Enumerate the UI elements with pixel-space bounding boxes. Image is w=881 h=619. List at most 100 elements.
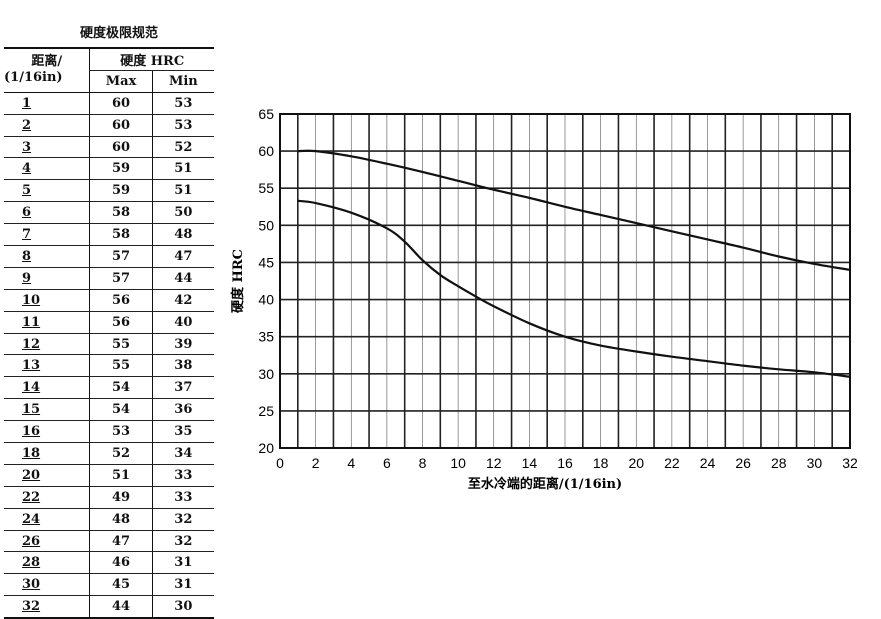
- max-hardness-cell: 60: [89, 92, 153, 115]
- min-hardness-cell: 53: [151, 114, 214, 137]
- table-row: 24 48 32: [4, 508, 214, 531]
- min-hardness-cell: 33: [151, 486, 214, 509]
- min-hardness-cell: 51: [151, 179, 214, 203]
- y-tick-label: 35: [258, 329, 274, 345]
- max-hardness-cell: 53: [89, 420, 153, 444]
- max-hardness-cell: 55: [89, 354, 153, 378]
- distance-cell: 5: [4, 179, 90, 203]
- distance-cell: 6: [4, 201, 90, 225]
- table-row: 20 51 33: [4, 464, 214, 487]
- distance-cell: 14: [4, 376, 90, 400]
- x-tick-label: 12: [486, 455, 502, 471]
- max-header: Max: [89, 70, 153, 93]
- max-hardness-cell: 57: [89, 245, 153, 268]
- table-row: 3 60 52: [4, 136, 214, 159]
- min-hardness-cell: 31: [151, 573, 214, 597]
- x-tick-label: 0: [276, 455, 284, 471]
- table-row: 13 55 38: [4, 354, 214, 378]
- min-hardness-cell: 51: [151, 157, 214, 181]
- plot-frame: [279, 113, 851, 449]
- distance-cell: 16: [4, 420, 90, 444]
- min-hardness-cell: 50: [151, 201, 214, 225]
- x-tick-label: 24: [700, 455, 716, 471]
- table-row: 9 57 44: [4, 267, 214, 290]
- distance-cell: 3: [4, 136, 90, 159]
- table-row: 10 56 42: [4, 289, 214, 312]
- distance-cell: 20: [4, 464, 90, 487]
- distance-cell: 28: [4, 551, 90, 575]
- table-row: 30 45 31: [4, 573, 214, 597]
- y-tick-label: 55: [258, 180, 274, 196]
- distance-cell: 13: [4, 354, 90, 378]
- max-hardness-cell: 56: [89, 289, 153, 312]
- x-tick-label: 30: [807, 455, 823, 471]
- table-row: 16 53 35: [4, 420, 214, 444]
- distance-cell: 32: [4, 595, 90, 619]
- min-hardness-cell: 38: [151, 354, 214, 378]
- x-tick-label: 22: [664, 455, 680, 471]
- y-tick-label: 40: [258, 292, 274, 308]
- distance-header-label: 距离/: [31, 54, 63, 70]
- max-hardness-cell: 52: [89, 442, 153, 465]
- min-hardness-cell: 53: [151, 92, 214, 115]
- max-hardness-cell: 48: [89, 508, 153, 531]
- table-body: 1 60 53 2 60 53 3 60 52 4 59 51 5 59 51 6 58 50 7 58 48 8 57 47…: [4, 92, 214, 619]
- table-row: 28 46 31: [4, 551, 214, 575]
- min-header: Min: [151, 70, 214, 93]
- min-hardness-cell: 47: [151, 245, 214, 268]
- distance-cell: 4: [4, 157, 90, 181]
- table-row: 22 49 33: [4, 486, 214, 509]
- max-hardness-cell: 44: [89, 595, 153, 619]
- table-row: 26 47 32: [4, 530, 214, 553]
- x-tick-labels: 0 2 4 6 8 10 12 14 16 18 20 22 24 26 28 30 32: [276, 455, 858, 471]
- min-hardness-cell: 36: [151, 398, 214, 422]
- distance-cell: 30: [4, 573, 90, 597]
- y-tick-label: 50: [258, 217, 274, 233]
- distance-cell: 2: [4, 114, 90, 137]
- x-tick-label: 2: [312, 455, 320, 471]
- max-hardness-cell: 57: [89, 267, 153, 290]
- distance-cell: 18: [4, 442, 90, 465]
- min-hardness-cell: 48: [151, 223, 214, 247]
- min-hardness-cell: 32: [151, 508, 214, 531]
- x-tick-label: 32: [842, 455, 858, 471]
- distance-header: 距离/ (1/16in): [4, 48, 90, 92]
- distance-cell: 1: [4, 92, 90, 115]
- x-tick-label: 6: [383, 455, 391, 471]
- min-hardness-cell: 44: [151, 267, 214, 290]
- distance-cell: 22: [4, 486, 90, 509]
- max-hardness-cell: 60: [89, 114, 153, 137]
- table-row: 18 52 34: [4, 442, 214, 465]
- table-row: 6 58 50: [4, 201, 214, 225]
- y-tick-label: 25: [258, 403, 274, 419]
- table-row: 32 44 30: [4, 595, 214, 619]
- min-hardness-cell: 32: [151, 530, 214, 553]
- grid-layer: [279, 113, 851, 449]
- table-row: 7 58 48: [4, 223, 214, 247]
- table-row: 12 55 39: [4, 333, 214, 356]
- table-row: 14 54 37: [4, 376, 214, 400]
- min-hardness-curve: [297, 199, 851, 378]
- max-hardness-cell: 58: [89, 201, 153, 225]
- x-tick-label: 8: [419, 455, 427, 471]
- table-row: 15 54 36: [4, 398, 214, 422]
- max-hardness-cell: 56: [89, 311, 153, 334]
- max-hardness-cell: 47: [89, 530, 153, 553]
- min-hardness-cell: 31: [151, 551, 214, 575]
- min-hardness-cell: 52: [151, 136, 214, 159]
- min-hardness-cell: 30: [151, 595, 214, 619]
- min-hardness-cell: 33: [151, 464, 214, 487]
- max-hardness-cell: 54: [89, 376, 153, 400]
- max-hardness-cell: 55: [89, 333, 153, 356]
- distance-cell: 24: [4, 508, 90, 531]
- min-hardness-cell: 42: [151, 289, 214, 312]
- series-layer: [297, 149, 851, 378]
- table-row: 2 60 53: [4, 114, 214, 137]
- max-hardness-cell: 60: [89, 136, 153, 159]
- y-tick-label: 60: [258, 143, 274, 159]
- table-row: 4 59 51: [4, 157, 214, 181]
- max-hardness-cell: 58: [89, 223, 153, 247]
- y-axis-label: 硬度 HRC: [230, 249, 246, 313]
- y-tick-label: 30: [258, 366, 274, 382]
